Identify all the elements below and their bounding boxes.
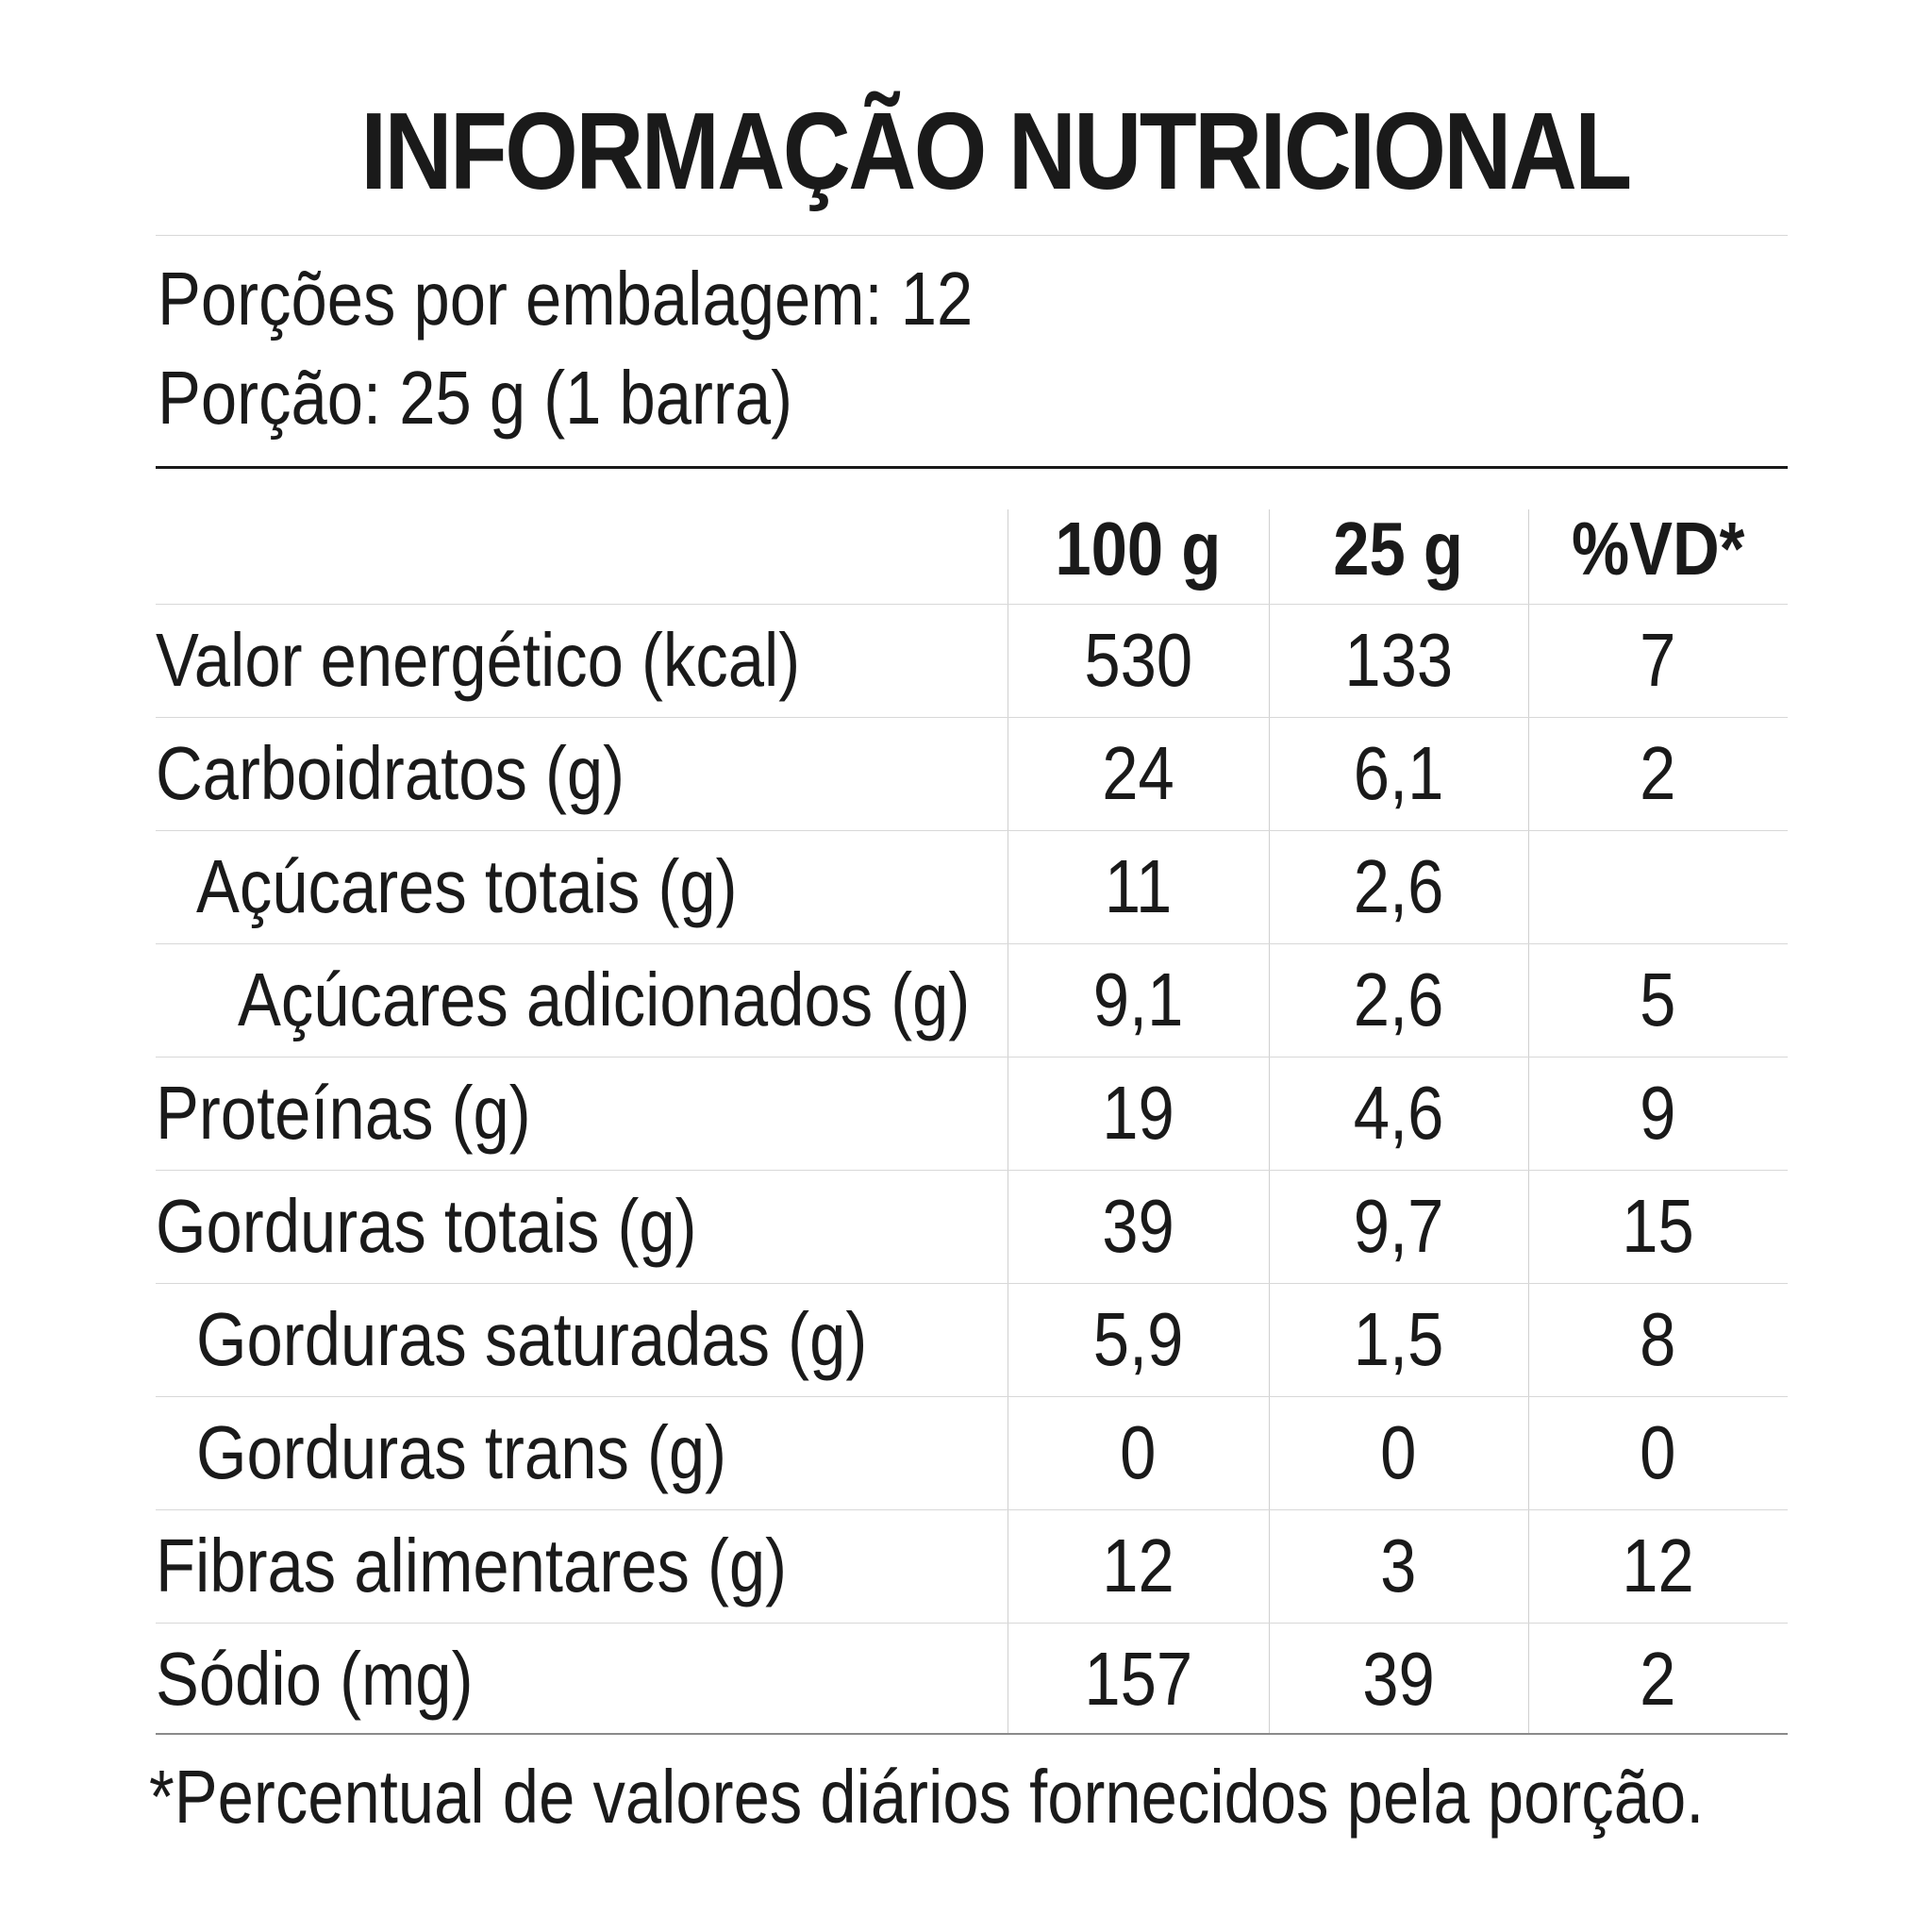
daily-value-cell: 12 (1622, 1524, 1694, 1607)
row-divider (156, 1170, 1788, 1171)
nutrient-value-cell: 157 (1084, 1637, 1192, 1721)
servings-per-package: Porções por embalagem: 12 (158, 257, 974, 341)
nutrition-title: INFORMAÇÃO NUTRICIONAL (360, 90, 1632, 212)
column-divider (1528, 509, 1529, 1733)
header-divider (156, 466, 1788, 469)
daily-value-cell: 7 (1640, 618, 1676, 702)
nutrient-value-cell: 4,6 (1353, 1071, 1444, 1155)
nutrient-label: Açúcares totais (g) (196, 844, 738, 928)
nutrient-value-cell: 39 (1102, 1184, 1174, 1268)
row-divider (156, 717, 1788, 718)
daily-value-cell: 5 (1640, 958, 1676, 1041)
nutrient-value-cell: 9,1 (1092, 958, 1184, 1041)
column-header: %VD* (1571, 507, 1745, 591)
column-header: 100 g (1055, 507, 1222, 591)
nutrient-label: Fibras alimentares (g) (156, 1524, 788, 1607)
row-divider (156, 1509, 1788, 1510)
serving-size: Porção: 25 g (1 barra) (158, 356, 793, 440)
nutrient-value-cell: 0 (1120, 1410, 1157, 1494)
daily-value-cell: 15 (1622, 1184, 1694, 1268)
row-divider (156, 943, 1788, 944)
nutrient-label: Sódio (mg) (156, 1637, 474, 1721)
nutrient-value-cell: 3 (1380, 1524, 1417, 1607)
nutrient-value-cell: 133 (1344, 618, 1453, 702)
daily-value-cell: 9 (1640, 1071, 1676, 1155)
nutrient-value-cell: 5,9 (1092, 1297, 1184, 1381)
nutrient-value-cell: 11 (1104, 844, 1173, 928)
nutrient-value-cell: 9,7 (1353, 1184, 1444, 1268)
nutrient-label: Açúcares adicionados (g) (238, 958, 971, 1041)
nutrient-value-cell: 0 (1380, 1410, 1417, 1494)
nutrient-value-cell: 19 (1102, 1071, 1174, 1155)
nutrient-value-cell: 2,6 (1353, 844, 1444, 928)
nutrient-label: Gorduras trans (g) (196, 1410, 727, 1494)
nutrient-value-cell: 6,1 (1353, 731, 1444, 815)
nutrient-value-cell: 530 (1084, 618, 1192, 702)
daily-value-cell: 8 (1640, 1297, 1676, 1381)
row-divider (156, 1057, 1788, 1058)
nutrient-value-cell: 12 (1102, 1524, 1174, 1607)
title-divider (156, 235, 1788, 236)
row-divider (156, 1396, 1788, 1397)
row-divider (156, 830, 1788, 831)
column-divider (1269, 509, 1270, 1733)
table-bottom-divider (156, 1733, 1788, 1735)
nutrient-value-cell: 2,6 (1353, 958, 1444, 1041)
nutrient-label: Valor energético (kcal) (156, 618, 801, 702)
nutrient-value-cell: 24 (1102, 731, 1174, 815)
nutrient-value-cell: 39 (1362, 1637, 1435, 1721)
daily-value-cell: 0 (1640, 1410, 1676, 1494)
nutrient-label: Proteínas (g) (156, 1071, 531, 1155)
nutrient-value-cell: 1,5 (1353, 1297, 1444, 1381)
row-divider (156, 604, 1788, 605)
nutrient-label: Carboidratos (g) (156, 731, 625, 815)
column-header: 25 g (1333, 507, 1464, 591)
footnote: *Percentual de valores diários fornecido… (149, 1755, 1705, 1839)
row-divider (156, 1623, 1788, 1624)
daily-value-cell: 2 (1640, 731, 1676, 815)
daily-value-cell (1528, 830, 1788, 943)
row-divider (156, 1283, 1788, 1284)
nutrient-label: Gorduras saturadas (g) (196, 1297, 868, 1381)
daily-value-cell: 2 (1640, 1637, 1676, 1721)
nutrient-label: Gorduras totais (g) (156, 1184, 697, 1268)
